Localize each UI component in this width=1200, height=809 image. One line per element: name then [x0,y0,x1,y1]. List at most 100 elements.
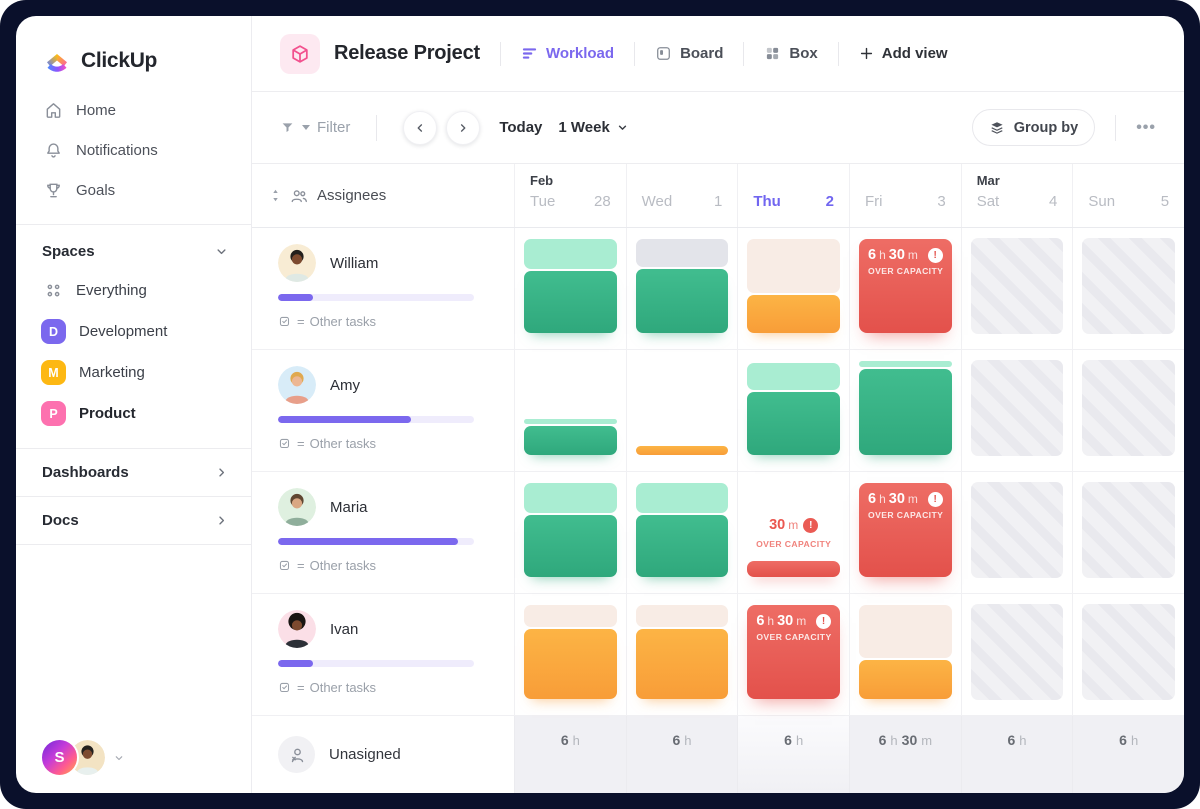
workload-cell[interactable] [960,594,1073,715]
task-block-orange[interactable] [635,446,729,455]
workload-cell[interactable] [514,228,626,349]
task-block-green[interactable] [747,392,841,455]
task-block-mint[interactable] [747,363,841,390]
workload-cell[interactable] [1072,350,1184,471]
workload-cell[interactable] [737,350,849,471]
assignee-cell[interactable]: Ivan = Other tasks [252,594,514,715]
workspace-switcher[interactable]: S [42,740,125,775]
task-block-mint[interactable] [635,483,729,513]
time-token: 30 [777,613,794,629]
checkbox-icon [278,559,292,573]
task-block-mint[interactable] [524,419,617,424]
assignee-cell[interactable]: Amy = Other tasks [252,350,514,471]
task-block-cream[interactable] [524,605,617,627]
task-block-cream[interactable] [635,605,729,627]
unassigned-cell[interactable]: Unasigned [252,716,514,793]
workspace-avatar[interactable]: S [42,740,77,775]
task-block-green[interactable] [524,515,617,577]
over-capacity-block[interactable]: 6 h 30 m! OVER CAPACITY [859,483,952,577]
task-block-orange[interactable] [524,629,617,699]
tab-workload[interactable]: Workload [521,45,614,62]
over-capacity-partial[interactable]: 30 m! OVER CAPACITY [747,483,841,577]
next-week-button[interactable] [446,110,481,145]
task-block-green[interactable] [524,426,617,455]
workload-cell[interactable] [1072,472,1184,593]
time-token: 6 [784,732,792,748]
clickup-logo[interactable]: ClickUp [16,38,251,90]
sidebar-item-dashboards[interactable]: Dashboards [16,449,251,496]
task-block-green[interactable] [859,369,952,455]
sidebar-item-goals[interactable]: Goals [16,170,251,210]
range-picker[interactable]: 1 Week [558,119,628,136]
task-block-orange[interactable] [859,660,952,699]
day-header-tue[interactable]: Feb Tue 28 [514,164,626,227]
task-block-mint[interactable] [859,361,952,367]
sidebar-item-notifications[interactable]: Notifications [16,130,251,170]
workload-cell[interactable] [849,350,961,471]
add-view-button[interactable]: Add view [859,45,948,62]
workload-cell[interactable] [960,228,1073,349]
workload-cell[interactable]: 6 h 30 m! OVER CAPACITY [737,594,849,715]
over-capacity-block[interactable]: 6 h 30 m! OVER CAPACITY [859,239,952,333]
sidebar-item-development[interactable]: D Development [16,311,251,352]
avatar [278,366,316,404]
workload-cell[interactable]: 30 m! OVER CAPACITY [737,472,849,593]
project-cube-icon [280,33,320,74]
prev-week-button[interactable] [403,110,438,145]
today-button[interactable]: Today [499,119,543,136]
alert-icon: ! [927,491,943,507]
task-block-green[interactable] [635,515,729,577]
day-header-thu[interactable]: Thu 2 [737,164,849,227]
task-block-orange[interactable] [635,629,729,699]
over-capacity-time: 6 h 30 m! [868,491,943,507]
sidebar-item-docs[interactable]: Docs [16,497,251,544]
workload-cell[interactable]: 6 h 30 m! OVER CAPACITY [849,228,961,349]
workload-cell[interactable] [514,472,626,593]
sidebar-section-spaces[interactable]: Spaces [16,225,251,270]
sidebar-item-everything[interactable]: Everything [16,270,251,311]
sidebar-item-marketing[interactable]: M Marketing [16,352,251,393]
workload-cell[interactable] [625,350,738,471]
time-token: m [907,248,918,262]
user-avatar[interactable] [70,740,105,775]
workload-cell[interactable] [1072,228,1184,349]
workload-cell[interactable] [625,472,738,593]
sidebar-item-label: Home [76,101,117,119]
task-block-gray[interactable] [635,239,729,267]
tab-board[interactable]: Board [655,45,723,62]
task-block-cream[interactable] [859,605,952,658]
day-header-row: Thu 2 [753,193,834,210]
workload-cell[interactable] [625,594,738,715]
assignee-cell[interactable]: Maria = Other tasks [252,472,514,593]
more-options-button[interactable]: ••• [1136,118,1156,136]
workload-cell[interactable] [514,350,626,471]
day-header-wed[interactable]: Wed 1 [625,164,738,227]
sidebar-item-home[interactable]: Home [16,90,251,130]
tab-box[interactable]: Box [764,45,818,62]
task-block-mint[interactable] [524,483,617,513]
workload-cell[interactable] [514,594,626,715]
task-block-mint[interactable] [524,239,617,269]
filter-button[interactable]: Filter [280,119,350,136]
over-capacity-block[interactable]: 6 h 30 m! OVER CAPACITY [747,605,841,699]
assignees-header[interactable]: Assignees [252,164,514,227]
task-block-orange[interactable] [747,295,841,333]
day-header-fri[interactable]: Fri 3 [849,164,961,227]
workload-cell[interactable] [1072,594,1184,715]
over-capacity-label: OVER CAPACITY [868,266,944,276]
workload-cell[interactable] [960,350,1073,471]
workload-cell[interactable] [625,228,738,349]
task-block-green[interactable] [524,271,617,333]
day-header-sun[interactable]: Sun 5 [1072,164,1184,227]
workload-cell[interactable] [849,594,961,715]
sidebar-item-product[interactable]: P Product [16,393,251,434]
group-by-button[interactable]: Group by [971,109,1096,146]
task-block-green[interactable] [635,269,729,333]
day-header-sat[interactable]: Mar Sat 4 [960,164,1073,227]
task-block-cream[interactable] [747,239,841,293]
assignee-cell[interactable]: William = Other tasks [252,228,514,349]
day-header-row: Tue 28 [530,193,611,210]
workload-cell[interactable] [960,472,1073,593]
workload-cell[interactable]: 6 h 30 m! OVER CAPACITY [849,472,961,593]
workload-cell[interactable] [737,228,849,349]
